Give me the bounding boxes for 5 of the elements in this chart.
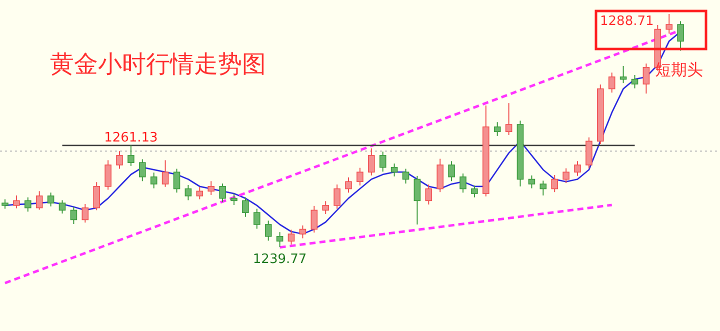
annotation: 短期头 [655,60,703,79]
annotation: 1239.77 [252,252,307,267]
annotation: 1261.13 [104,130,158,146]
title: 黄金小时行情走势图 [50,50,266,78]
annotation: 1288.71 [600,14,654,29]
